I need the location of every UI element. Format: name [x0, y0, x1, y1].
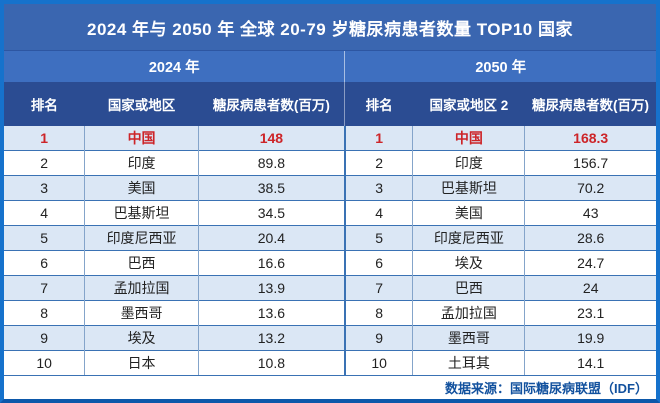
country-2050-cell: 中国 [412, 126, 526, 151]
value-2024-cell: 13.6 [198, 300, 346, 326]
rank-2024-cell: 3 [4, 175, 86, 201]
rank-2024-cell: 7 [4, 275, 86, 301]
country-2050-cell: 孟加拉国 [412, 300, 526, 326]
rank-2024-cell: 8 [4, 300, 86, 326]
value-2050-cell: 70.2 [524, 175, 656, 201]
value-2050-cell: 24 [524, 275, 656, 301]
table-row: 3 美国 38.5 3 巴基斯坦 70.2 [4, 175, 656, 201]
country-2024-cell: 美国 [84, 175, 199, 201]
value-2024-cell: 38.5 [198, 175, 346, 201]
rank-2050-cell: 8 [343, 300, 414, 326]
column-header-rank-2024: 排名 [4, 82, 85, 126]
rank-2024-cell: 1 [4, 126, 86, 151]
table-row: 2 印度 89.8 2 印度 156.7 [4, 150, 656, 176]
table-row: 10 日本 10.8 10 土耳其 14.1 [4, 350, 656, 375]
table-row: 1 中国 148 1 中国 168.3 [4, 126, 656, 151]
country-2050-cell: 巴西 [412, 275, 526, 301]
country-2024-cell: 墨西哥 [84, 300, 199, 326]
column-header-value-2050: 糖尿病患者数(百万) [524, 82, 656, 126]
rank-2024-cell: 2 [4, 150, 86, 176]
value-2050-cell: 28.6 [524, 225, 656, 251]
column-header-rank-2050: 排名 [344, 82, 413, 126]
value-2050-cell: 43 [524, 200, 656, 226]
country-2050-cell: 巴基斯坦 [412, 175, 526, 201]
country-2024-cell: 印度尼西亚 [84, 225, 199, 251]
column-header-row: 排名 国家或地区 糖尿病患者数(百万) 排名 国家或地区 2 糖尿病患者数(百万… [4, 82, 656, 126]
column-header-country-2024: 国家或地区 [84, 82, 199, 126]
country-2024-cell: 巴基斯坦 [84, 200, 199, 226]
table-row: 7 孟加拉国 13.9 7 巴西 24 [4, 275, 656, 301]
page-title: 2024 年与 2050 年 全球 20-79 岁糖尿病患者数量 TOP10 国… [4, 4, 656, 51]
country-2050-cell: 土耳其 [412, 350, 526, 375]
country-2050-cell: 墨西哥 [412, 325, 526, 351]
data-source-note: 数据来源：国际糖尿病联盟（IDF） [4, 375, 656, 399]
value-2024-cell: 16.6 [198, 250, 346, 276]
rank-2050-cell: 4 [343, 200, 414, 226]
table-body: 1 中国 148 1 中国 168.3 2 印度 89.8 2 印度 156.7… [4, 126, 656, 375]
rank-2024-cell: 4 [4, 200, 86, 226]
rank-2050-cell: 6 [343, 250, 414, 276]
rank-2050-cell: 1 [343, 126, 414, 151]
rank-2050-cell: 9 [343, 325, 414, 351]
rank-2024-cell: 6 [4, 250, 86, 276]
rank-2024-cell: 9 [4, 325, 86, 351]
value-2024-cell: 10.8 [198, 350, 346, 375]
value-2024-cell: 13.9 [198, 275, 346, 301]
table-row: 6 巴西 16.6 6 埃及 24.7 [4, 250, 656, 276]
rank-2024-cell: 10 [4, 350, 86, 375]
year-header-row: 2024 年 2050 年 [4, 51, 656, 82]
diabetes-ranking-table: 2024 年 2050 年 排名 国家或地区 糖尿病患者数(百万) 排名 国家或… [4, 51, 656, 375]
column-header-country-2050: 国家或地区 2 [412, 82, 525, 126]
country-2050-cell: 印度 [412, 150, 526, 176]
country-2024-cell: 埃及 [84, 325, 199, 351]
rank-2050-cell: 7 [343, 275, 414, 301]
value-2050-cell: 23.1 [524, 300, 656, 326]
value-2024-cell: 148 [198, 126, 346, 151]
country-2050-cell: 印度尼西亚 [412, 225, 526, 251]
year-header-2024: 2024 年 [4, 51, 345, 82]
rank-2050-cell: 10 [343, 350, 414, 375]
rank-2050-cell: 2 [343, 150, 414, 176]
rank-2050-cell: 3 [343, 175, 414, 201]
country-2050-cell: 埃及 [412, 250, 526, 276]
country-2050-cell: 美国 [412, 200, 526, 226]
value-2024-cell: 20.4 [198, 225, 346, 251]
value-2050-cell: 24.7 [524, 250, 656, 276]
country-2024-cell: 孟加拉国 [84, 275, 199, 301]
value-2024-cell: 13.2 [198, 325, 346, 351]
table-row: 5 印度尼西亚 20.4 5 印度尼西亚 28.6 [4, 225, 656, 251]
value-2024-cell: 89.8 [198, 150, 346, 176]
country-2024-cell: 印度 [84, 150, 199, 176]
rank-2050-cell: 5 [343, 225, 414, 251]
value-2050-cell: 14.1 [524, 350, 656, 375]
value-2024-cell: 34.5 [198, 200, 346, 226]
country-2024-cell: 日本 [84, 350, 199, 375]
column-header-value-2024: 糖尿病患者数(百万) [198, 82, 345, 126]
table-row: 4 巴基斯坦 34.5 4 美国 43 [4, 200, 656, 226]
country-2024-cell: 中国 [84, 126, 199, 151]
country-2024-cell: 巴西 [84, 250, 199, 276]
table-row: 8 墨西哥 13.6 8 孟加拉国 23.1 [4, 300, 656, 326]
year-header-2050: 2050 年 [344, 51, 656, 82]
value-2050-cell: 168.3 [524, 126, 656, 151]
rank-2024-cell: 5 [4, 225, 86, 251]
value-2050-cell: 19.9 [524, 325, 656, 351]
table-row: 9 埃及 13.2 9 墨西哥 19.9 [4, 325, 656, 351]
value-2050-cell: 156.7 [524, 150, 656, 176]
